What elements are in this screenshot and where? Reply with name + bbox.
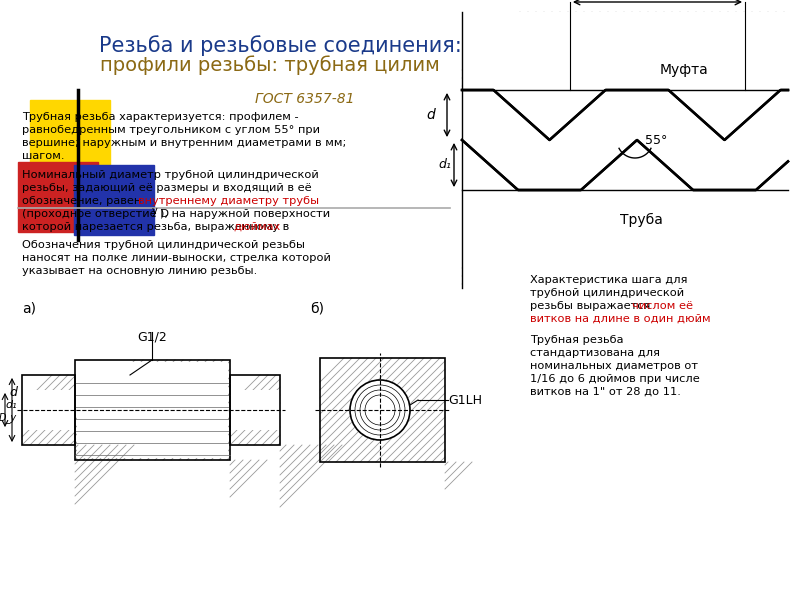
Text: трубной цилиндрической: трубной цилиндрической [530,288,684,298]
Bar [30,100,110,170]
Text: профили резьбы: трубная цилим: профили резьбы: трубная цилим [100,55,440,74]
Bar [320,358,445,462]
Bar [22,390,75,430]
Text: указывает на основную линию резьбы.: указывает на основную линию резьбы. [22,266,258,276]
Text: (проходное отверстие D: (проходное отверстие D [22,209,169,219]
Text: б): б) [310,302,324,316]
Text: Резьба и резьбовые соединения:: Резьба и резьбовые соединения: [98,35,462,56]
Text: d: d [9,385,17,398]
Text: Номинальный диаметр трубной цилиндрической: Номинальный диаметр трубной цилиндрическ… [22,170,318,180]
Text: ГОСТ 6357-81: ГОСТ 6357-81 [255,92,354,106]
Text: Труба: Труба [620,213,663,227]
Bar [18,162,98,232]
Text: 55°: 55° [645,133,667,146]
Bar [74,165,154,235]
Bar [22,375,75,445]
Text: которой нарезается резьба, выраженному в: которой нарезается резьба, выраженному в [22,222,293,232]
Text: Характеристика шага для: Характеристика шага для [530,275,687,285]
Text: стандартизована для: стандартизована для [530,348,660,358]
Text: номинальных диаметров от: номинальных диаметров от [530,361,698,371]
Text: у: у [152,206,158,216]
Text: витков на 1" от 28 до 11.: витков на 1" от 28 до 11. [530,387,681,397]
Text: числом её: числом её [632,301,693,311]
Text: .: . [270,222,274,232]
Text: Трубная резьба характеризуется: профилем -: Трубная резьба характеризуется: профилем… [22,112,298,122]
Text: Обозначения трубной цилиндрической резьбы: Обозначения трубной цилиндрической резьб… [22,240,305,250]
Text: 1/16 до 6 дюймов при числе: 1/16 до 6 дюймов при числе [530,374,700,384]
Text: d₁: d₁ [438,158,451,172]
Bar [75,360,230,460]
Text: Муфта: Муфта [660,63,709,77]
Text: внутреннему диаметру трубы: внутреннему диаметру трубы [138,196,319,206]
Text: шагом.: шагом. [22,151,65,161]
Text: обозначение, равен: обозначение, равен [22,196,145,206]
Bar [230,375,280,445]
Text: равнобедренным треугольником с углом 55° при: равнобедренным треугольником с углом 55°… [22,125,320,135]
Text: витков на длине в один дюйм: витков на длине в один дюйм [530,314,710,324]
Text: G1/2: G1/2 [137,330,167,343]
Circle shape [350,380,410,440]
Text: резьбы, задающий её размеры и входящий в её: резьбы, задающий её размеры и входящий в… [22,183,312,193]
Text: резьбы выражается: резьбы выражается [530,301,654,311]
Text: d: d [426,108,435,122]
Text: G1LH: G1LH [448,394,482,407]
Text: D_у: D_у [0,413,17,424]
Text: наносят на полке линии-выноски, стрелка которой: наносят на полке линии-выноски, стрелка … [22,253,331,263]
Text: а): а) [22,302,36,316]
Text: .: . [697,314,701,324]
Bar [77,362,228,458]
Bar [230,390,280,430]
Text: Трубная резьба: Трубная резьба [530,335,623,345]
Text: дюймах: дюймах [233,222,280,232]
Text: вершине; наружным и внутренним диаметрами в мм;: вершине; наружным и внутренним диаметрам… [22,138,346,148]
Text: d₁: d₁ [6,400,17,410]
Text: ), на наружной поверхности: ), на наружной поверхности [160,209,330,219]
